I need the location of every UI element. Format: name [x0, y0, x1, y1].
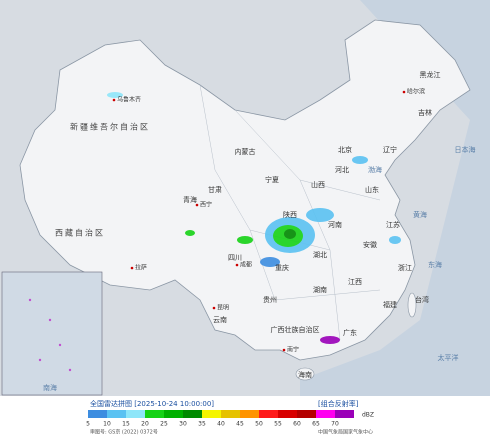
region-label: 台湾: [415, 295, 429, 304]
legend-unit: dBZ: [362, 412, 374, 419]
region-label: 广西壮族自治区: [271, 325, 320, 334]
city-dot: [402, 90, 406, 94]
credit: 中国气象局国家气象中心: [318, 429, 373, 436]
region-label: 江苏: [386, 220, 400, 229]
region-label: 江西: [348, 278, 362, 286]
legend-swatch: [107, 410, 126, 418]
legend-swatch: [126, 410, 145, 418]
legend-level: 70: [331, 421, 339, 428]
city-label: 拉萨: [135, 264, 147, 272]
city-label: 昆明: [217, 305, 229, 312]
legend-swatch: [278, 410, 297, 418]
region-label: 西藏自治区: [55, 228, 105, 238]
region-label: 吉林: [418, 108, 432, 117]
sea-area: [300, 0, 490, 396]
city-dot: [235, 263, 239, 267]
city-label: 南宁: [287, 346, 299, 354]
legend-swatch: [221, 410, 240, 418]
region-label: 浙江: [398, 263, 412, 272]
sea-label: 黄海: [413, 210, 427, 219]
city-dot: [112, 98, 116, 102]
city-dot: [212, 306, 216, 310]
city-label: 哈尔滨: [407, 88, 425, 96]
legend-swatch: [316, 410, 335, 418]
legend-swatch: [164, 410, 183, 418]
legend-swatch: [297, 410, 316, 418]
region-label: 河南: [328, 220, 342, 229]
legend-level: 25: [160, 421, 168, 428]
taiwan-island: [407, 292, 417, 318]
region-label: 山东: [365, 185, 379, 194]
hainan-island: [295, 367, 315, 381]
city-label: 成都: [240, 261, 252, 269]
city-dot: [130, 266, 134, 270]
legend-level: 35: [198, 421, 206, 428]
radar-echoes: [107, 92, 401, 344]
region-label: 贵州: [263, 295, 277, 304]
city-dot: [282, 348, 286, 352]
china-outline: [19, 19, 471, 361]
legend-swatch: [88, 410, 107, 418]
region-label: 内蒙古: [235, 147, 256, 156]
region-label: 黑龙江: [420, 70, 441, 79]
region-label: 云南: [213, 315, 227, 324]
region-label: 海南: [298, 370, 312, 379]
region-label: 宁夏: [265, 175, 279, 184]
region-label: 湖南: [313, 285, 327, 294]
sea-label: 渤海: [368, 165, 382, 174]
legend-level: 55: [274, 421, 282, 428]
sea-label: 日本海: [455, 145, 476, 154]
legend-swatch: [335, 410, 354, 418]
legend-swatch: [145, 410, 164, 418]
legend-swatch: [259, 410, 278, 418]
south-sea-inset: [1, 271, 103, 396]
city-dot: [195, 203, 199, 207]
legend-level: 60: [293, 421, 301, 428]
region-label: 辽宁: [383, 145, 397, 154]
sea-label: 南海: [43, 383, 57, 392]
region-label: 安徽: [363, 240, 377, 249]
region-label: 湖北: [313, 250, 327, 259]
region-label: 北京: [338, 145, 352, 154]
region-label: 甘肃: [208, 185, 222, 194]
legend-level: 65: [312, 421, 320, 428]
legend-level: 50: [255, 421, 263, 428]
region-label: 重庆: [275, 263, 289, 272]
legend-swatch: [240, 410, 259, 418]
approval-number: 审图号: GS京 (2022) 0372号: [90, 429, 158, 436]
region-label: 青海: [183, 195, 197, 204]
region-label: 四川: [228, 254, 242, 262]
sea-label: 东海: [428, 260, 442, 269]
city-label: 西宁: [200, 201, 212, 209]
sea-label: 太平洋: [438, 353, 459, 362]
legend-level: 40: [217, 421, 225, 428]
region-label: 河北: [335, 166, 349, 174]
legend-level: 20: [141, 421, 149, 428]
inset-islands: [28, 298, 72, 372]
legend-swatch: [202, 410, 221, 418]
region-label: 陕西: [283, 210, 297, 219]
region-label: 福建: [383, 300, 397, 309]
legend-level: 15: [122, 421, 130, 428]
legend-level: 5: [86, 421, 90, 428]
region-label: 广东: [343, 328, 357, 337]
region-label: 新疆维吾尔自治区: [70, 122, 150, 132]
legend-title: 全国雷达拼图 [2025-10-24 10:00:00]: [90, 399, 214, 408]
legend-product: [组合反射率]: [318, 399, 359, 408]
region-label: 山西: [311, 180, 325, 189]
legend-level: 10: [103, 421, 111, 428]
legend-level: 45: [236, 421, 244, 428]
legend-level: 30: [179, 421, 187, 428]
city-label: 乌鲁木齐: [117, 96, 141, 104]
legend-swatch: [183, 410, 202, 418]
